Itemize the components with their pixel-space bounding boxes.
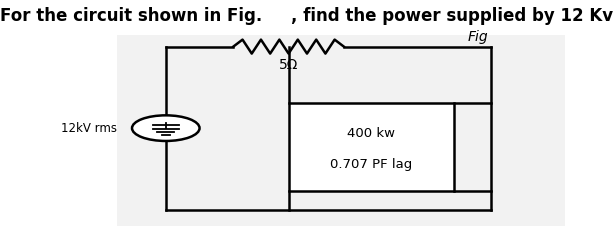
Text: 5Ω: 5Ω	[279, 58, 298, 72]
FancyBboxPatch shape	[117, 35, 565, 226]
Circle shape	[132, 115, 200, 141]
Text: 12kV rms: 12kV rms	[61, 122, 117, 135]
Bar	[289, 103, 454, 191]
Text: 0.707 PF lag: 0.707 PF lag	[330, 158, 413, 171]
Text: Fig: Fig	[467, 30, 488, 44]
Text: For the circuit shown in Fig.     , find the power supplied by 12 Kv: For the circuit shown in Fig. , find the…	[1, 7, 613, 25]
Text: 400 kw: 400 kw	[348, 127, 395, 140]
